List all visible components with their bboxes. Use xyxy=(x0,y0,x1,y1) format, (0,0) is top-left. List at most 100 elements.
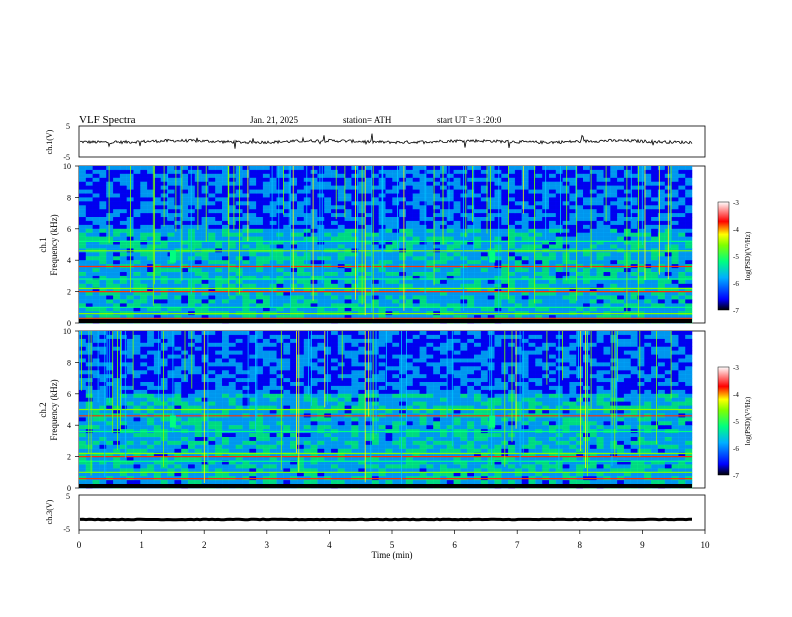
frequency-tick-label: 4 xyxy=(67,256,71,265)
spectrogram-cell xyxy=(651,186,658,190)
spectrogram-cell xyxy=(569,229,576,233)
spectrogram-cell xyxy=(222,292,229,296)
spectrogram-cell xyxy=(120,433,127,437)
spectrogram-cell xyxy=(86,252,93,256)
spectrogram-cell xyxy=(93,307,100,311)
spectrogram-cell xyxy=(304,194,311,198)
spectrogram-cell xyxy=(277,339,284,343)
spectrogram-cell xyxy=(154,480,161,484)
spectrogram-cell xyxy=(120,370,127,374)
spectrogram-cell xyxy=(113,182,120,186)
spectrogram-cell xyxy=(127,472,134,476)
spectrogram-cell xyxy=(685,292,692,296)
spectrogram-cell xyxy=(222,398,229,402)
spectrogram-cell xyxy=(134,272,141,276)
spectrogram-cell xyxy=(597,182,604,186)
spectrogram-cell xyxy=(338,186,345,190)
spectrogram-cell xyxy=(263,170,270,174)
spectrogram-cell xyxy=(140,441,147,445)
spectrogram-cell xyxy=(440,299,447,303)
spectrogram-cell xyxy=(127,425,134,429)
spectrogram-cell xyxy=(263,421,270,425)
spectrogram-cell xyxy=(590,268,597,272)
spectrogram-cell xyxy=(420,166,427,170)
spectrogram-cell xyxy=(583,284,590,288)
spectrogram-cell xyxy=(420,307,427,311)
spectrogram-cell xyxy=(440,170,447,174)
spectrogram-cell xyxy=(120,260,127,264)
spectrogram-cell xyxy=(134,362,141,366)
spectrogram-cell xyxy=(134,425,141,429)
spectrogram-cell xyxy=(447,280,454,284)
spectrogram-cell xyxy=(678,252,685,256)
spectrogram-cell xyxy=(161,233,168,237)
spectrogram-cell xyxy=(317,170,324,174)
spectrogram-cell xyxy=(617,174,624,178)
spectrogram-cell xyxy=(161,394,168,398)
spectrogram-cell xyxy=(222,268,229,272)
spectrogram-cell xyxy=(140,170,147,174)
ch2-spectrogram-image xyxy=(79,331,692,488)
spectrogram-cell xyxy=(113,260,120,264)
spectrogram-cell xyxy=(678,201,685,205)
spectrogram-cell xyxy=(535,221,542,225)
spectrogram-cell xyxy=(229,398,236,402)
spectrogram-cell xyxy=(263,229,270,233)
spectrogram-cell xyxy=(208,197,215,201)
spectrogram-cell xyxy=(154,252,161,256)
spectrogram-cell xyxy=(134,225,141,229)
spectrogram-cell xyxy=(297,217,304,221)
spectrogram-cell xyxy=(208,386,215,390)
spectrogram-cell xyxy=(249,433,256,437)
spectrogram-cell xyxy=(604,256,611,260)
spectrogram-cell xyxy=(236,347,243,351)
spectrogram-cell xyxy=(678,237,685,241)
spectrogram-cell xyxy=(208,445,215,449)
spectrogram-cell xyxy=(229,217,236,221)
spectrogram-cell xyxy=(297,182,304,186)
spectrogram-cell xyxy=(413,197,420,201)
spectrogram-cell xyxy=(290,272,297,276)
spectrogram-cell xyxy=(651,292,658,296)
spectrogram-cell xyxy=(481,284,488,288)
spectrogram-cell xyxy=(399,178,406,182)
spectrogram-cell xyxy=(113,472,120,476)
spectrogram-cell xyxy=(610,174,617,178)
spectrogram-cell xyxy=(113,390,120,394)
spectrogram-cell xyxy=(583,201,590,205)
spectrogram-cell xyxy=(331,307,338,311)
spectrogram-cell xyxy=(685,221,692,225)
spectrogram-cell xyxy=(447,299,454,303)
spectrogram-cell xyxy=(406,272,413,276)
spectrogram-cell xyxy=(672,186,679,190)
spectrogram-cell xyxy=(631,299,638,303)
spectrogram-cell xyxy=(208,437,215,441)
spectrogram-cell xyxy=(270,221,277,225)
spectrogram-cell xyxy=(106,194,113,198)
spectrogram-cell xyxy=(624,260,631,264)
spectrogram-cell xyxy=(535,205,542,209)
spectrogram-cell xyxy=(597,217,604,221)
spectrogram-cell xyxy=(154,351,161,355)
spectrogram-cell xyxy=(215,205,222,209)
spectrogram-cell xyxy=(685,186,692,190)
spectrogram-cell xyxy=(140,417,147,421)
spectrogram-cell xyxy=(392,182,399,186)
spectrogram-cell xyxy=(399,292,406,296)
spectrogram-cell xyxy=(426,178,433,182)
spectrogram-cell xyxy=(672,178,679,182)
spectrogram-cell xyxy=(161,421,168,425)
spectrogram-cell xyxy=(195,197,202,201)
spectrogram-cell xyxy=(576,256,583,260)
spectrogram-cell xyxy=(113,355,120,359)
spectrogram-cell xyxy=(168,272,175,276)
spectrogram-cell xyxy=(215,174,222,178)
spectrogram-cell xyxy=(331,229,338,233)
spectrogram-cell xyxy=(460,237,467,241)
spectrogram-cell xyxy=(93,480,100,484)
spectrogram-cell xyxy=(195,178,202,182)
spectrogram-cell xyxy=(678,307,685,311)
spectrogram-cell xyxy=(331,256,338,260)
spectrogram-cell xyxy=(651,182,658,186)
